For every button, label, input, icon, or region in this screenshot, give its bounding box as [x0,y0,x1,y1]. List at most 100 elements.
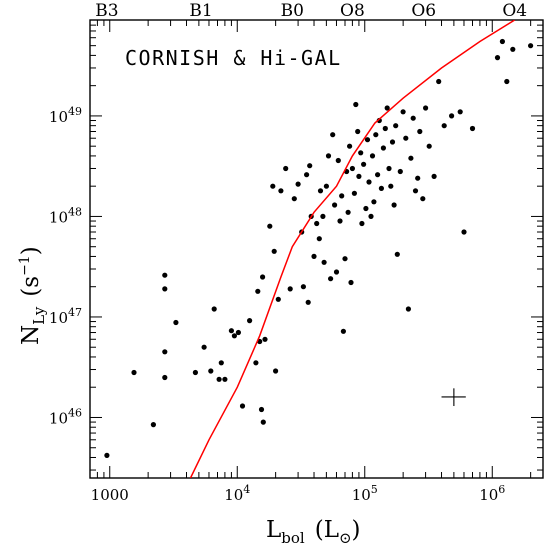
data-point [273,368,279,374]
data-point [431,173,437,179]
data-point [311,253,317,259]
x-tick-label: 1000 [91,486,129,504]
axis-labels: 1000 104 105 106 1046 1047 1048 1049 B3 B1 B0 O8 O6 O… [49,1,527,504]
data-point [366,179,372,185]
data-point [211,306,217,312]
y-tick-label: 1048 [49,205,82,226]
data-point [510,46,516,52]
data-point [340,328,346,334]
data-point [371,199,377,205]
data-point [192,369,198,376]
data-point [426,143,432,149]
data-point [235,329,241,336]
data-point [270,183,276,189]
plot-frame [89,19,544,479]
data-point [342,256,348,262]
data-point [461,229,467,235]
data-point [417,128,423,135]
data-point [317,188,324,194]
data-point [150,422,156,428]
data-point [304,172,310,178]
data-point [356,173,362,179]
data-point [393,123,399,129]
data-point [410,115,416,121]
data-point [332,202,338,208]
model-line [189,20,516,478]
x-axis-label-sub: bol [281,529,305,547]
data-point [420,196,426,202]
data-point [162,374,168,381]
x-axis-label: Lbol (L⊙) [266,517,361,547]
top-axis-label: B3 [95,1,118,21]
y-axis-label-main: N [18,325,44,345]
data-point [307,163,313,169]
x-tick-label: 106 [479,483,505,504]
data-point [397,168,403,175]
data-point [216,376,222,382]
data-point [131,369,137,376]
data-point [337,218,343,224]
data-point [239,403,246,409]
data-point [208,368,214,374]
data-point [339,193,345,199]
data-point [405,306,411,312]
data-point [325,153,332,159]
top-axis-label: O4 [502,1,527,21]
data-point [320,213,326,219]
data-point [260,419,266,425]
data-point [412,188,419,194]
y-tick-label: 1049 [49,105,82,126]
x-axis-label-main: L [266,517,281,543]
top-axis-label: B0 [281,1,304,21]
data-point [449,113,455,119]
data-point [504,78,510,85]
data-point [364,137,371,143]
data-point [316,236,322,242]
data-point [228,328,234,334]
data-point [162,272,168,278]
data-point [349,165,355,172]
data-point [494,55,501,61]
data-point [389,139,396,145]
data-point [283,165,289,172]
data-point [351,190,357,196]
data-point [218,360,224,366]
y-tick-label: 1047 [49,306,82,327]
chart-annotation: CORNISH & Hi-GAL [125,46,342,70]
data-point [201,344,207,350]
data-point [260,274,266,280]
data-point [394,251,400,257]
data-point [358,150,364,156]
data-point [384,105,390,111]
data-point [369,153,376,159]
y-tick-label: 1046 [49,406,82,427]
scatter-points [104,38,534,458]
x-axis-label-unit: (L [315,517,339,543]
top-axis-label: O6 [411,1,436,21]
plot-area [89,19,544,479]
data-point [231,333,237,339]
data-point [403,135,409,141]
axis-ticks [89,19,543,478]
data-point [441,123,447,129]
data-point [321,259,327,265]
data-point [436,78,442,85]
data-point [258,406,265,413]
data-point [287,286,293,292]
data-point [173,319,179,326]
data-point [386,165,392,172]
data-point [278,188,284,194]
data-point [271,248,277,254]
data-point [253,360,259,366]
y-axis-label-unit-close: ) [18,246,44,255]
data-point [162,349,168,355]
data-point [300,284,306,290]
data-point [255,288,261,294]
x-tick-label: 105 [352,483,378,504]
data-point [388,183,394,189]
data-point [222,376,228,382]
x-axis-label-unit-sub: ⊙ [339,529,352,547]
data-point [359,220,365,227]
data-point [382,125,388,132]
